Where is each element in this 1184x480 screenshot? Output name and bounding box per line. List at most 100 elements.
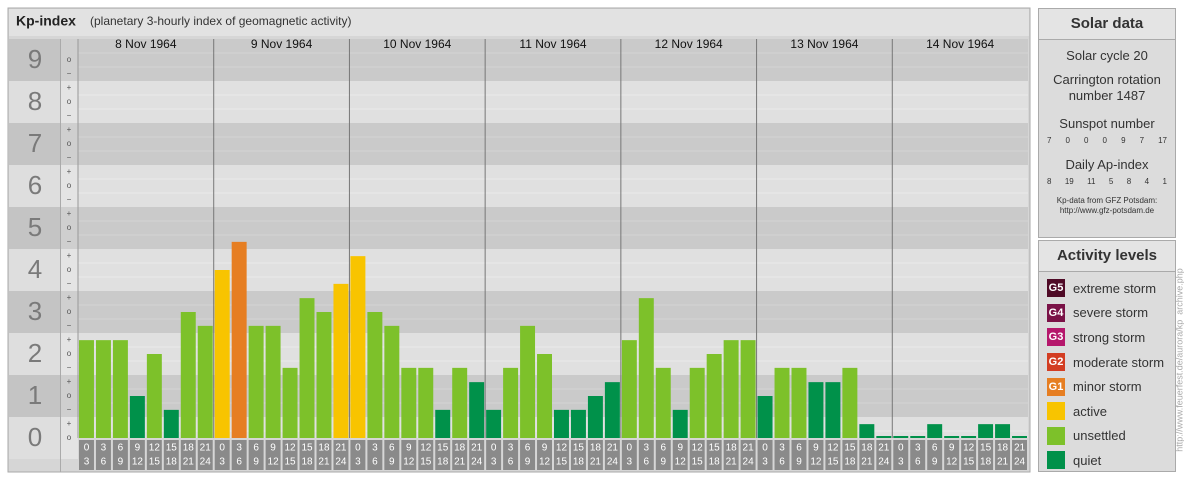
solar-title: Solar data [1039,9,1175,40]
bar [265,325,281,438]
sublevel-label: + [67,419,72,428]
hour-label: 0 [491,443,497,454]
hour-label: 12 [963,443,975,454]
bar [757,396,773,438]
bar [95,340,111,438]
sublevel-label: − [67,111,72,120]
hour-label: 9 [389,457,395,468]
bar [995,424,1011,438]
hour-cell [146,440,162,470]
hour-cell [876,440,892,470]
hour-cell [265,440,281,470]
bar [197,325,213,438]
bar [723,340,739,438]
bar [79,340,94,438]
grid-band [78,39,1028,81]
bar [333,283,349,438]
hour-label: 12 [420,443,432,454]
legend-swatch: G5 [1047,279,1065,298]
hour-cell [910,440,926,470]
bar [469,382,485,438]
day-label: 10 Nov 1964 [383,37,451,51]
hour-label: 6 [796,443,802,454]
sublevel-label: + [67,167,72,176]
sunspot-value: 0 [1102,136,1107,145]
hour-cell [944,440,960,470]
hour-label: 21 [471,443,483,454]
hour-cell [231,440,247,470]
sublevel-label: o [67,55,72,64]
hour-label: 3 [491,457,497,468]
hour-label: 6 [525,443,531,454]
hour-cell [469,440,485,470]
sublevel-label: − [67,69,72,78]
legend-label: quiet [1073,452,1102,468]
hour-label: 3 [219,457,225,468]
hour-label: 18 [166,457,178,468]
bar [214,270,230,438]
hour-cell [180,440,196,470]
bar [248,325,264,438]
day-label: 9 Nov 1964 [251,37,313,51]
hour-cell [384,440,400,470]
legend-swatch: G3 [1047,328,1065,347]
sunspot-value: 7 [1047,136,1052,145]
bar [587,396,603,438]
legend-swatch [1047,402,1065,421]
hour-label: 15 [420,457,432,468]
bar [452,367,468,438]
hour-label: 15 [844,443,856,454]
hour-label: 15 [284,457,296,468]
hour-label: 18 [301,457,313,468]
hour-label: 21 [200,443,212,454]
hour-label: 3 [84,457,90,468]
hour-label: 3 [644,443,650,454]
hour-label: 18 [861,443,873,454]
bar [316,312,332,438]
hour-cell [825,440,841,470]
hour-cell [486,440,502,470]
hour-label: 21 [861,457,873,468]
sublevel-label: − [67,195,72,204]
ap-label: Daily Ap-index [1065,157,1149,172]
hour-label: 3 [355,457,361,468]
bar [672,409,688,438]
hour-label: 9 [677,443,683,454]
hour-cell [740,440,756,470]
carrington: Carrington rotation number 1487 [1053,72,1161,103]
bar [570,409,586,438]
kp-band [9,291,60,333]
bar [689,367,705,438]
solar-panel: Solar data Solar cycle 20 Carrington rot… [1038,8,1176,238]
legend-label: active [1073,403,1107,419]
grid-band [78,207,1028,249]
hour-label: 6 [118,443,124,454]
bar [604,382,620,438]
bar [842,367,858,438]
sublevel-label: o [67,265,72,274]
hour-label: 6 [644,457,650,468]
chart-subtitle: (planetary 3-hourly index of geomagnetic… [90,14,351,28]
hour-label: 18 [709,457,721,468]
hour-label: 15 [166,443,178,454]
sublevel-label: − [67,237,72,246]
bar [554,409,569,438]
hour-cell [282,440,298,470]
sublevel-label: + [67,209,72,218]
hour-label: 9 [406,443,412,454]
hour-label: 15 [963,457,975,468]
hour-label: 15 [573,443,585,454]
legend-swatch: G4 [1047,303,1065,322]
bar [129,396,145,438]
hour-label: 24 [335,457,347,468]
hour-cell [961,440,977,470]
bar [706,354,722,438]
kp-band [61,165,78,207]
hour-cell [537,440,552,470]
hour-cell [503,440,519,470]
legend-item: quiet [1039,448,1175,473]
hour-label: 6 [779,457,785,468]
side-url: http://www.feuerfest.de/aurora/kp_archiv… [1174,268,1184,452]
hour-cell [842,440,858,470]
kp-band [9,123,60,165]
